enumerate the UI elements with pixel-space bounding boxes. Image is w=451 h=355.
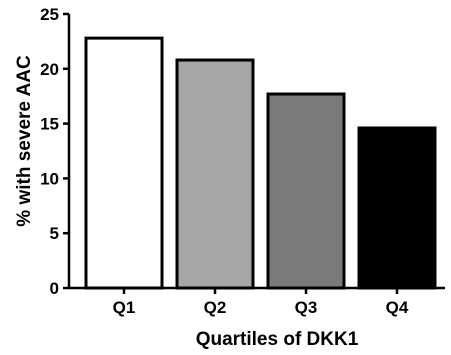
axes-group xyxy=(67,14,445,290)
x-ticks-group: Q1 Q2 Q3 Q4 xyxy=(113,288,409,317)
y-tick-label: 15 xyxy=(40,115,59,134)
y-tick-label: 5 xyxy=(50,224,59,243)
bar-q1 xyxy=(84,36,164,290)
y-axis-title: % with severe AAC xyxy=(14,55,35,227)
x-tick-label: Q3 xyxy=(295,298,318,317)
y-tick-label: 10 xyxy=(40,169,59,188)
x-axis-title: Quartiles of DKK1 xyxy=(196,329,359,350)
x-tick-label: Q4 xyxy=(386,298,409,317)
y-tick-label: 20 xyxy=(40,60,59,79)
y-tick-label: 0 xyxy=(50,279,59,298)
y-tick-label: 25 xyxy=(40,5,59,24)
bar-q2 xyxy=(175,58,255,290)
bar-q4 xyxy=(357,126,437,290)
bars-group xyxy=(84,36,437,290)
y-ticks-group: 0 5 10 15 20 25 xyxy=(40,5,69,298)
x-tick-label: Q2 xyxy=(204,298,227,317)
x-tick-label: Q1 xyxy=(113,298,136,317)
bar-q3 xyxy=(266,92,346,290)
